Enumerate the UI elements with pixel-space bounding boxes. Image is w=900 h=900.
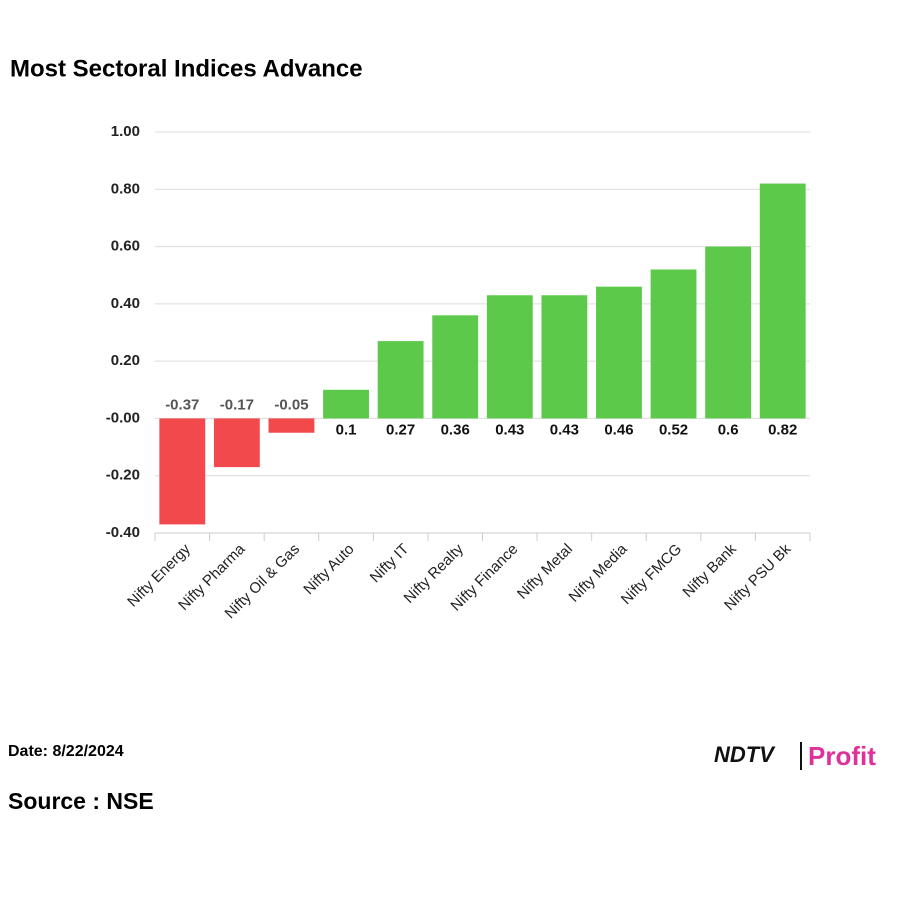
value-label: 0.52	[659, 421, 688, 438]
bar	[541, 295, 588, 419]
value-label: 0.43	[495, 421, 524, 438]
y-tick-label: 0.40	[111, 295, 140, 312]
source: Source : NSE	[8, 788, 154, 814]
value-label: 0.43	[550, 421, 579, 438]
value-label: 0.6	[718, 421, 739, 438]
bar	[486, 295, 533, 419]
y-tick-label: 0.80	[111, 180, 140, 197]
date: Date: 8/22/2024	[8, 743, 124, 760]
value-label: 0.46	[604, 421, 633, 438]
y-tick-label: 0.60	[111, 238, 140, 255]
y-tick-label: 1.00	[111, 123, 140, 140]
bar	[159, 418, 206, 525]
chart-title: Most Sectoral Indices Advance	[10, 55, 363, 82]
bar	[705, 246, 752, 419]
bar	[268, 418, 315, 433]
value-label: 0.36	[441, 421, 470, 438]
bar	[377, 341, 424, 419]
x-tick-label: Nifty Auto	[300, 541, 357, 598]
bar	[650, 269, 697, 419]
y-tick-label: 0.20	[111, 352, 140, 369]
y-tick-label: -0.20	[106, 467, 140, 484]
y-tick-label: -0.40	[106, 524, 140, 541]
value-label: -0.05	[274, 396, 308, 413]
bar	[432, 315, 479, 419]
value-label: -0.17	[220, 396, 254, 413]
bar	[596, 286, 642, 419]
bar	[323, 389, 369, 419]
y-tick-label: -0.00	[106, 409, 140, 426]
value-label: 0.82	[768, 421, 797, 438]
bar	[213, 418, 260, 468]
bar	[759, 183, 806, 419]
value-label: 0.27	[386, 421, 415, 438]
logo-brand: NDTV	[714, 742, 776, 767]
logo-product: Profit	[808, 741, 876, 771]
value-label: 0.1	[336, 421, 357, 438]
x-tick-label: Nifty IT	[367, 541, 413, 587]
value-label: -0.37	[165, 396, 199, 413]
